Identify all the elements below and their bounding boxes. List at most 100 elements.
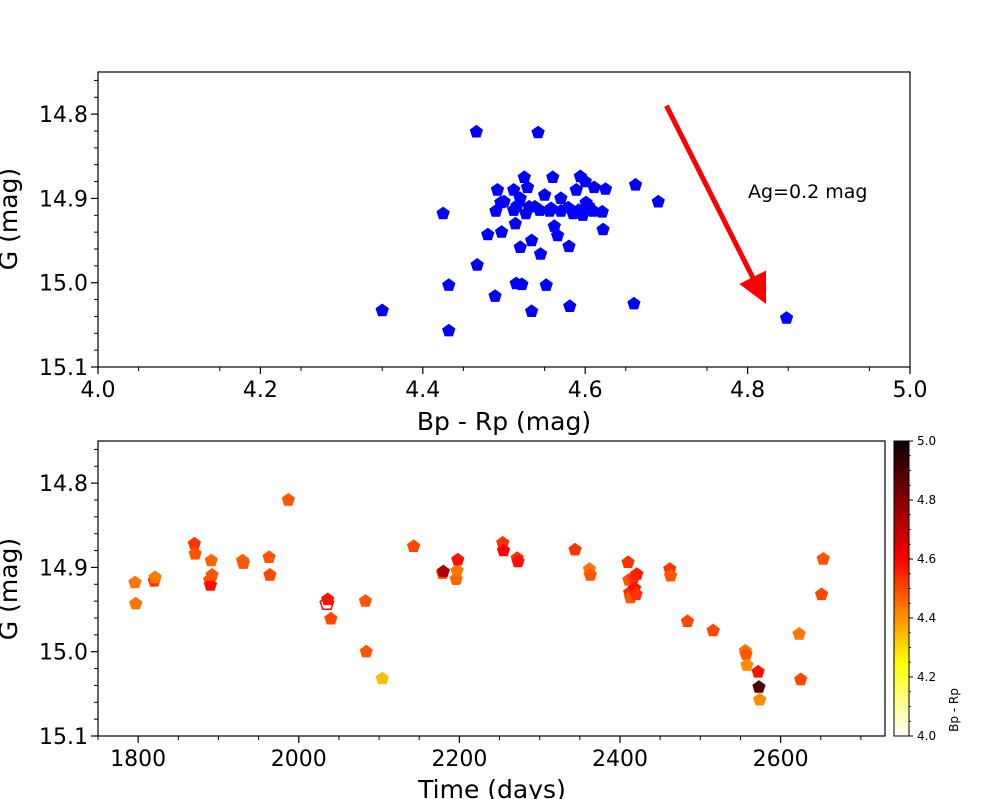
light-curve-point bbox=[739, 647, 753, 660]
cmd-point bbox=[515, 277, 529, 291]
color-magnitude-panel: Ag=0.2 mag 4.0 4.2 4.4 4.6 4.8 5.0 14.8 14.9 15.… bbox=[0, 71, 928, 436]
cmd-point bbox=[531, 125, 545, 139]
extinction-annotation: Ag=0.2 mag bbox=[664, 104, 867, 305]
light-curve-point bbox=[359, 644, 373, 658]
light-curve-point bbox=[583, 568, 597, 581]
cmd-y-tick-label: 15.0 bbox=[39, 272, 88, 297]
cmd-point bbox=[569, 183, 583, 196]
cmd-point bbox=[517, 170, 531, 183]
cmd-y-tick-label: 14.8 bbox=[39, 103, 88, 128]
cmd-point bbox=[537, 188, 552, 201]
cmd-point bbox=[554, 191, 568, 205]
cmd-x-tick-label: 4.8 bbox=[730, 378, 765, 403]
cmd-y-tick-label: 14.9 bbox=[39, 187, 88, 212]
colorbar-tick-label: 5.0 bbox=[917, 434, 936, 448]
light-curve-point bbox=[816, 552, 830, 565]
light-curve-point bbox=[511, 554, 525, 568]
cmd-point bbox=[481, 227, 495, 241]
light-curve-point bbox=[406, 539, 421, 552]
light-curve-point bbox=[358, 594, 373, 607]
light-curve-point bbox=[751, 664, 765, 678]
cmd-x-axis-label: Bp - Rp (mag) bbox=[417, 407, 591, 436]
cmd-point bbox=[442, 278, 456, 291]
cmd-point bbox=[525, 233, 539, 247]
cmd-point bbox=[488, 289, 502, 302]
colorbar-tick-label: 4.0 bbox=[917, 729, 936, 743]
light-curve-point bbox=[450, 563, 464, 577]
light-curve-x-tick-label: 2600 bbox=[753, 747, 809, 772]
cmd-x-tick-label: 5.0 bbox=[893, 378, 928, 403]
cmd-point bbox=[375, 303, 389, 317]
cmd-point bbox=[469, 124, 483, 138]
colorbar-tick-label: 4.2 bbox=[917, 670, 936, 684]
cmd-x-tick-label: 4.4 bbox=[405, 378, 440, 403]
cmd-point bbox=[595, 204, 609, 218]
light-curve-point bbox=[706, 623, 720, 637]
cmd-points bbox=[375, 124, 794, 337]
cmd-point bbox=[587, 180, 601, 194]
cmd-point bbox=[442, 323, 456, 337]
cmd-point bbox=[546, 170, 560, 183]
extinction-arrow bbox=[664, 104, 767, 305]
light-curve-x-axis-label: Time (days) bbox=[417, 775, 566, 799]
light-curve-point bbox=[740, 658, 754, 671]
cmd-x-tick-label: 4.6 bbox=[568, 378, 603, 403]
cmd-point bbox=[520, 180, 535, 194]
light-curve-y-tick-label: 14.9 bbox=[39, 556, 88, 581]
cmd-y-axis-label: G (mag) bbox=[0, 168, 23, 270]
cmd-axes-frame bbox=[97, 71, 911, 368]
light-curve-points bbox=[128, 493, 830, 706]
light-curve-point bbox=[753, 692, 767, 706]
cmd-point bbox=[578, 174, 592, 188]
cmd-point bbox=[628, 177, 643, 191]
cmd-point bbox=[544, 201, 558, 215]
light-curve-point bbox=[451, 552, 465, 566]
light-curve-point bbox=[680, 614, 695, 627]
cmd-point bbox=[513, 240, 527, 253]
cmd-point bbox=[494, 225, 509, 238]
colorbar-tick-label: 4.6 bbox=[917, 552, 936, 566]
light-curve-point bbox=[236, 556, 250, 569]
colorbar: 4.0 4.2 4.4 4.6 4.8 5.0 Bp - Rp bbox=[893, 434, 961, 743]
light-curve-point bbox=[630, 567, 644, 580]
light-curve-point bbox=[792, 627, 806, 640]
light-curve-point bbox=[568, 542, 582, 556]
extinction-label: Ag=0.2 mag bbox=[748, 181, 867, 203]
cmd-point bbox=[533, 203, 547, 216]
cmd-point bbox=[563, 299, 577, 312]
light-curve-point bbox=[281, 493, 295, 506]
light-curve-point bbox=[436, 564, 450, 578]
colorbar-ticks: 4.0 4.2 4.4 4.6 4.8 5.0 bbox=[909, 434, 936, 743]
cmd-point bbox=[586, 204, 600, 217]
cmd-point bbox=[562, 239, 576, 253]
light-curve-x-tick-label: 2400 bbox=[592, 747, 648, 772]
cmd-point bbox=[651, 194, 665, 208]
light-curve-point bbox=[263, 568, 277, 581]
light-curve-point bbox=[629, 587, 643, 601]
cmd-point bbox=[779, 311, 794, 324]
light-curve-point bbox=[129, 596, 143, 610]
light-curve-x-tick-label: 1800 bbox=[110, 747, 166, 772]
light-curve-y-tick-label: 15.0 bbox=[39, 641, 88, 666]
light-curve-point bbox=[262, 550, 276, 563]
light-curve-point bbox=[188, 546, 202, 560]
light-curve-point bbox=[663, 568, 678, 582]
light-curve-x-tick-label: 2200 bbox=[431, 747, 487, 772]
light-curve-y-tick-label: 15.1 bbox=[39, 725, 88, 750]
light-curve-point bbox=[205, 568, 219, 581]
light-curve-point bbox=[752, 680, 766, 693]
cmd-point bbox=[533, 247, 548, 260]
light-curve-y-tick-label: 14.8 bbox=[39, 472, 88, 497]
light-curve-point bbox=[321, 592, 335, 606]
light-curve-x-tick-label: 2000 bbox=[271, 747, 327, 772]
light-curve-panel: 1800 2000 2200 2400 2600 14.8 14.9 15.0 15.1 Tim… bbox=[0, 434, 961, 799]
light-curve-point bbox=[621, 555, 635, 568]
light-curve-axes-frame bbox=[97, 440, 886, 737]
colorbar-gradient bbox=[893, 440, 910, 737]
light-curve-point bbox=[375, 671, 389, 685]
light-curve-point bbox=[187, 536, 201, 550]
cmd-point bbox=[598, 182, 613, 195]
cmd-point bbox=[508, 216, 522, 230]
colorbar-label: Bp - Rp bbox=[947, 688, 961, 732]
